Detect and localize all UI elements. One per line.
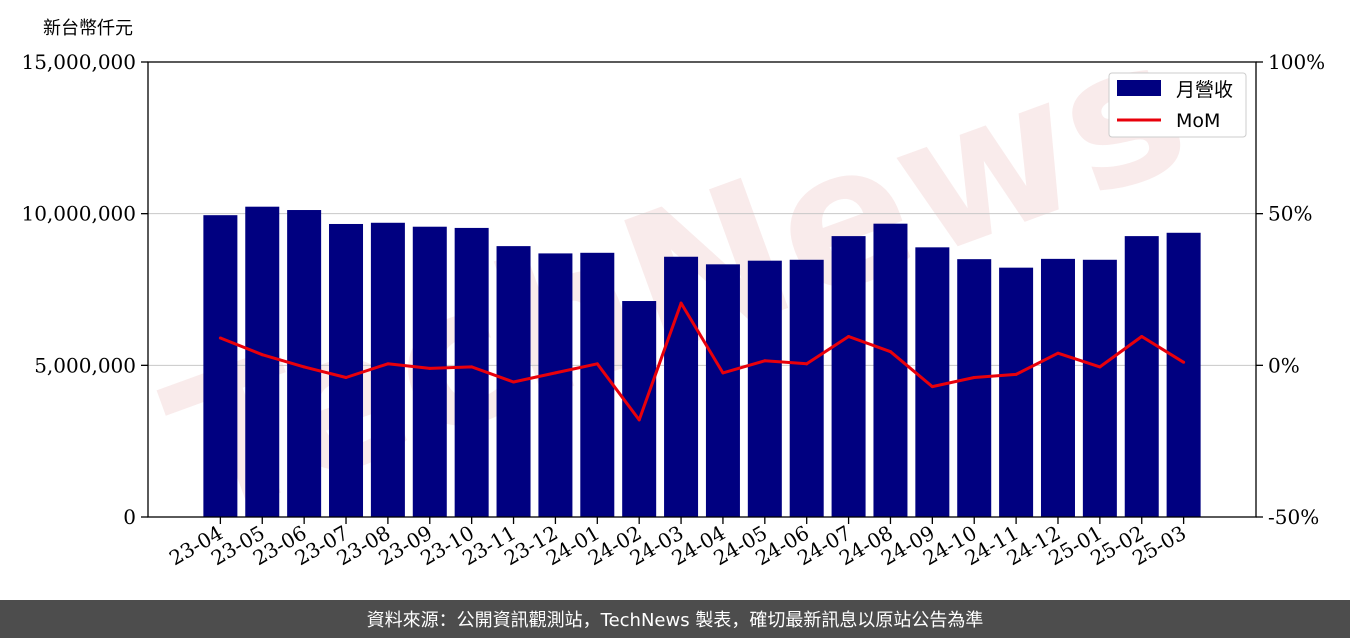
mom-line-series: [218, 301, 1186, 422]
left-tick-label: 10,000,000: [21, 202, 136, 226]
mom-point-23-05: [260, 353, 264, 357]
mom-point-24-12: [1056, 351, 1060, 355]
right-axis-ticks: -50% 0% 50% 100%: [1256, 50, 1325, 529]
mom-point-25-02: [1140, 335, 1144, 339]
mom-line: [219, 301, 1185, 422]
left-tick-label: 5,000,000: [34, 353, 136, 377]
left-axis-ticks: 0 5,000,000 10,000,000 15,000,000: [21, 50, 148, 529]
bar-25-01: [1082, 259, 1117, 517]
mom-point-23-09: [428, 366, 432, 370]
bar-24-12: [1040, 258, 1075, 517]
mom-point-24-05: [763, 359, 767, 363]
right-tick-label: 0%: [1268, 353, 1300, 377]
mom-point-25-03: [1182, 360, 1186, 364]
mom-point-25-01: [1098, 365, 1102, 369]
bar-24-10: [957, 259, 992, 517]
plot-frame: [147, 61, 1257, 518]
bar-23-09: [412, 226, 447, 517]
bar-24-07: [831, 236, 866, 517]
bar-23-08: [370, 222, 405, 517]
legend-label-revenue: 月營收: [1176, 79, 1233, 101]
y-unit-label: 新台幣仟元: [43, 18, 133, 39]
mom-point-23-07: [344, 375, 348, 379]
mom-point-23-12: [553, 371, 557, 375]
bar-23-04: [203, 215, 238, 517]
mom-point-23-11: [512, 380, 516, 384]
legend-swatch-revenue: [1117, 80, 1161, 96]
mom-point-23-04: [218, 336, 222, 340]
right-tick-label: 50%: [1268, 202, 1312, 226]
mom-point-24-06: [805, 362, 809, 366]
bar-23-05: [245, 206, 280, 517]
bar-24-05: [747, 260, 782, 517]
source-note: 資料來源：公開資訊觀測站，TechNews 製表，確切最新訊息以原站公告為準: [366, 610, 984, 631]
bar-24-01: [580, 252, 615, 517]
bar-24-04: [705, 264, 740, 517]
bar-25-02: [1124, 236, 1159, 517]
legend-label-mom: MoM: [1176, 110, 1220, 132]
right-tick-label: -50%: [1268, 505, 1319, 529]
bar-series: [203, 206, 1201, 518]
revenue-chart: TechNews 新台幣仟元 05,000,00010,000,00015,00…: [21, 0, 1325, 570]
bar-23-07: [329, 223, 364, 518]
mom-point-24-03: [679, 301, 683, 305]
bar-24-08: [873, 223, 908, 517]
left-tick-label: 15,000,000: [21, 50, 136, 74]
mom-point-23-06: [302, 365, 306, 369]
bar-24-02: [622, 301, 657, 517]
legend: 月營收 MoM: [1108, 72, 1247, 138]
mom-point-24-02: [637, 418, 641, 422]
right-tick-label: 100%: [1268, 50, 1325, 74]
left-tick-label: 0: [123, 505, 136, 529]
bar-24-09: [915, 247, 950, 517]
mom-point-24-08: [888, 350, 892, 354]
mom-point-24-09: [930, 385, 934, 389]
mom-point-23-08: [386, 362, 390, 366]
bar-24-11: [999, 267, 1034, 517]
mom-point-24-01: [595, 362, 599, 366]
mom-point-23-10: [470, 365, 474, 369]
mom-point-24-10: [972, 375, 976, 379]
mom-point-24-04: [721, 371, 725, 375]
bar-23-12: [538, 253, 573, 518]
bar-25-03: [1166, 232, 1201, 517]
bar-24-06: [789, 259, 824, 517]
bar-24-03: [664, 256, 699, 517]
mom-point-24-11: [1014, 372, 1018, 376]
source-footer: 資料來源：公開資訊觀測站，TechNews 製表，確切最新訊息以原站公告為準: [0, 600, 1350, 638]
mom-point-24-07: [847, 335, 851, 339]
